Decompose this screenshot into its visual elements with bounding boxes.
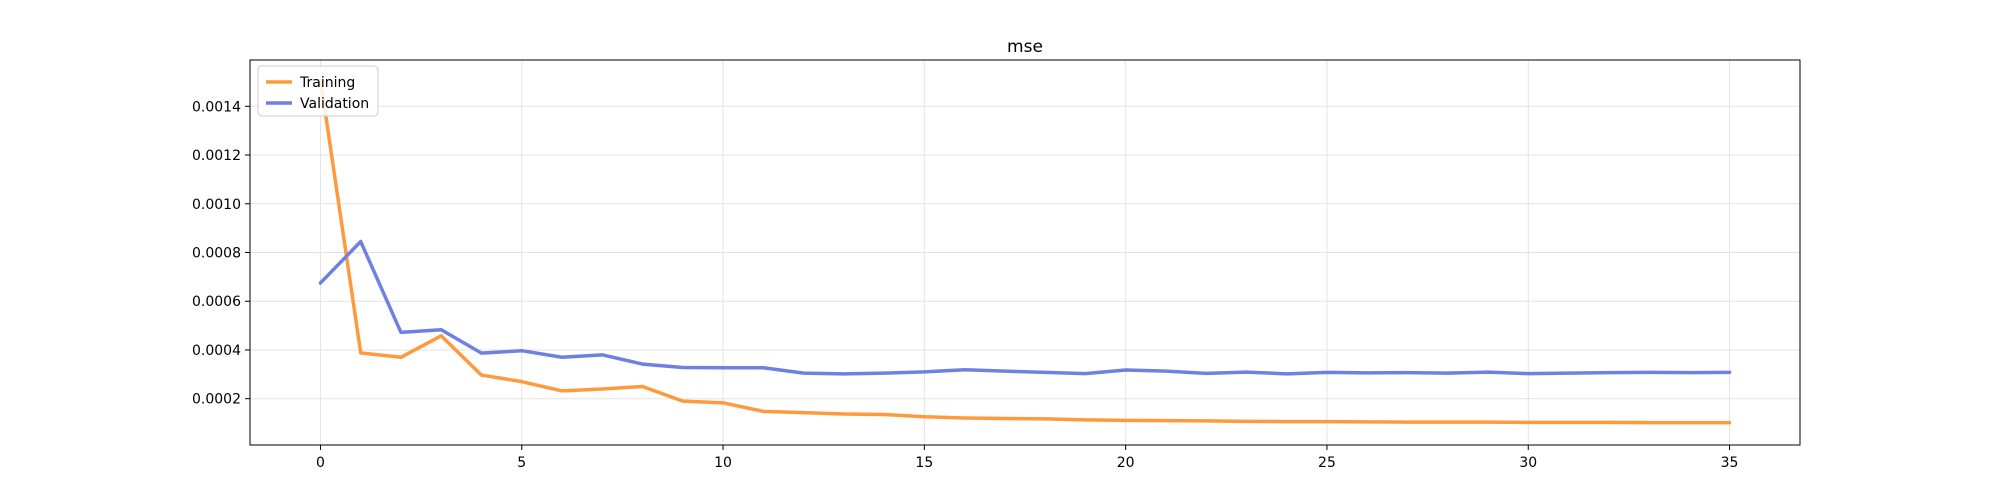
x-tick-label: 35 [1721,455,1739,471]
training-series-line [318,77,1732,425]
y-tick-label: 0.0010 [192,197,241,213]
y-tick-label: 0.0004 [192,343,241,359]
y-tick-label: 0.0002 [192,392,241,408]
series-lines [318,77,1732,425]
x-tick-label: 15 [915,455,933,471]
y-axis-ticks: 0.0002 0.0004 0.0006 0.0008 0.0010 0.0012 0.00… [192,99,250,408]
grid [250,60,1800,445]
x-tick-label: 5 [517,455,526,471]
legend-label-training: Training [299,75,355,91]
x-tick-label: 0 [316,455,325,471]
validation-series-line [318,239,1732,376]
chart-title: mse [1007,37,1043,57]
y-tick-label: 0.0012 [192,148,241,164]
y-tick-label: 0.0008 [192,246,241,262]
x-tick-label: 25 [1318,455,1336,471]
legend-label-validation: Validation [300,96,369,112]
y-tick-label: 0.0006 [192,294,241,310]
x-axis-ticks: 0 5 10 15 20 25 30 35 [316,445,1738,471]
x-tick-label: 20 [1117,455,1135,471]
legend: Training Validation [257,65,379,117]
x-tick-label: 10 [714,455,732,471]
y-tick-label: 0.0014 [192,99,241,115]
x-tick-label: 30 [1519,455,1537,471]
